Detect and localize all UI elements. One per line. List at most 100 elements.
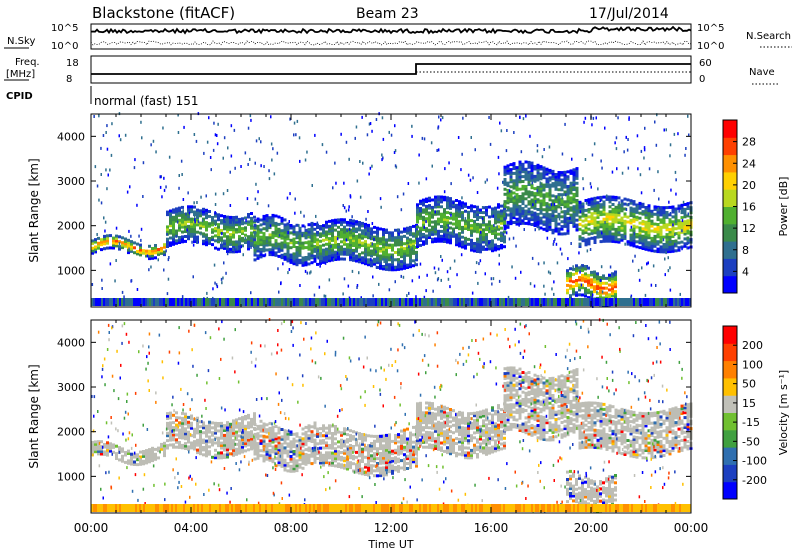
scatter-cell [271, 213, 275, 217]
noise-cell [617, 116, 619, 120]
scatter-cell [385, 451, 388, 455]
scatter-cell [482, 247, 485, 251]
scatter-cell [461, 245, 464, 249]
scatter-cell [590, 231, 594, 235]
scatter-cell [425, 197, 428, 201]
scatter-cell [443, 220, 446, 224]
near-range-cell [227, 298, 229, 306]
scatter-cell [343, 225, 346, 229]
scatter-cell [578, 237, 582, 241]
scatter-cell [238, 242, 241, 246]
scatter-cell [572, 292, 575, 296]
scatter-cell [238, 227, 241, 231]
scatter-cell [406, 243, 409, 247]
scatter-cell [241, 244, 244, 248]
scatter-cell [316, 238, 319, 242]
noise-cell [550, 203, 553, 207]
near-range-cell [429, 298, 431, 306]
scatter-cell [352, 469, 355, 473]
scatter-cell [373, 230, 376, 234]
scatter-cell [527, 190, 531, 194]
scatter-cell [566, 216, 570, 220]
scatter-cell [358, 446, 361, 450]
scatter-cell [91, 445, 94, 449]
scatter-cell [271, 243, 275, 247]
scatter-cell [358, 235, 361, 239]
scatter-cell [614, 218, 618, 222]
noise-cell [249, 114, 252, 118]
scatter-cell [548, 183, 552, 187]
scatter-cell [289, 231, 293, 235]
scatter-cell [373, 225, 376, 229]
scatter-cell [434, 198, 437, 202]
noise-cell [301, 233, 303, 237]
scatter-cell [304, 462, 308, 466]
scatter-cell [575, 169, 579, 173]
near-range-cell [553, 298, 555, 306]
scatter-cell [620, 209, 624, 213]
scatter-cell [542, 193, 546, 197]
near-range-cell [157, 298, 159, 306]
scatter-cell [298, 244, 302, 247]
scatter-cell [259, 223, 263, 227]
scatter-cell [677, 226, 681, 230]
scatter-cell [575, 279, 578, 282]
scatter-cell [334, 258, 337, 261]
scatter-cell [367, 471, 370, 475]
noise-cell [669, 266, 671, 270]
scatter-cell [274, 251, 278, 255]
scatter-cell [361, 450, 364, 454]
scatter-cell [352, 226, 355, 230]
noise-cell [686, 242, 688, 246]
scatter-cell [620, 206, 624, 210]
scatter-cell [500, 209, 503, 213]
scatter-cell [124, 237, 127, 241]
scatter-cell [614, 235, 618, 239]
scatter-cell [181, 436, 184, 440]
scatter-cell [301, 437, 305, 441]
noise-cell [249, 157, 251, 161]
scatter-cell [379, 259, 382, 263]
noise-cell [128, 229, 130, 233]
scatter-cell [470, 241, 473, 245]
scatter-cell [253, 246, 257, 250]
scatter-cell [509, 214, 513, 218]
noise-cell [627, 166, 630, 170]
scatter-cell [668, 235, 672, 239]
scatter-cell [400, 237, 403, 241]
noise-cell [106, 187, 108, 191]
scatter-cell [659, 238, 663, 241]
scatter-cell [238, 217, 241, 221]
scatter-cell [391, 459, 394, 463]
scatter-cell [584, 272, 587, 276]
scatter-cell [602, 195, 606, 199]
scatter-cell [668, 232, 672, 236]
scatter-cell [196, 416, 199, 420]
scatter-cell [590, 202, 594, 206]
noise-cell [351, 215, 353, 219]
scatter-cell [361, 460, 364, 463]
scatter-cell [650, 244, 654, 248]
scatter-cell [406, 457, 409, 461]
scatter-cell [620, 228, 624, 232]
scatter-cell [103, 234, 106, 238]
scatter-cell [376, 229, 379, 233]
scatter-cell [406, 444, 409, 448]
noise-cell [191, 240, 193, 244]
scatter-cell [518, 160, 522, 164]
scatter-cell [238, 429, 241, 433]
scatter-cell [334, 235, 337, 239]
scatter-cell [461, 230, 464, 234]
scatter-cell [416, 205, 419, 209]
scatter-cell [154, 256, 157, 260]
scatter-cell [425, 204, 428, 208]
freq-bottom-tick: 8 [66, 74, 72, 85]
near-range-cell [149, 298, 151, 306]
scatter-cell [599, 295, 602, 299]
scatter-cell [485, 206, 488, 209]
scatter-cell [461, 218, 464, 222]
scatter-cell [400, 260, 403, 264]
scatter-cell [361, 433, 364, 436]
scatter-cell [662, 225, 666, 229]
scatter-cell [367, 253, 370, 257]
